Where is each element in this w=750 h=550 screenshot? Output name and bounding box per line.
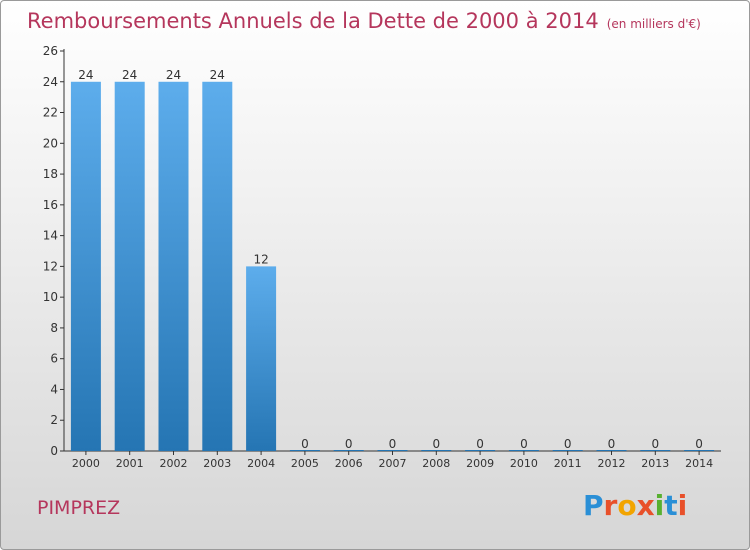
commune-name: PIMPREZ	[37, 497, 121, 519]
x-tick-label: 2004	[247, 457, 275, 470]
data-label: 24	[210, 68, 225, 82]
bar	[596, 450, 627, 451]
y-tick-label: 18	[43, 167, 58, 181]
bar	[508, 450, 539, 451]
data-labels: 24 24 24 24 12 0 0 0 0 0 0 0 0 0 0	[78, 68, 703, 451]
x-tick-label: 2005	[291, 457, 319, 470]
data-label: 0	[301, 437, 309, 451]
logo-letter: o	[617, 489, 637, 522]
y-tick-label: 24	[43, 75, 58, 89]
y-tick-label: 8	[50, 321, 58, 335]
data-label: 0	[432, 437, 440, 451]
data-label: 24	[78, 68, 93, 82]
bar	[333, 450, 364, 451]
chart-title: Remboursements Annuels de la Dette de 20…	[27, 9, 701, 33]
x-tick-label: 2000	[72, 457, 100, 470]
bar	[552, 450, 583, 451]
y-tick-label: 10	[43, 290, 58, 304]
data-label: 0	[389, 437, 397, 451]
x-tick-label: 2009	[466, 457, 494, 470]
x-tick-label: 2007	[379, 457, 407, 470]
data-label: 12	[253, 252, 268, 266]
x-tick-label: 2014	[685, 457, 713, 470]
y-tick-label: 0	[50, 444, 58, 458]
bar	[70, 81, 101, 452]
y-tick-label: 12	[43, 259, 58, 273]
logo-letter: i	[677, 489, 688, 522]
data-label: 0	[608, 437, 616, 451]
y-tick-label: 4	[50, 382, 58, 396]
logo-letter: P	[583, 489, 604, 522]
x-tick-label: 2001	[116, 457, 144, 470]
y-tick-label: 14	[43, 229, 58, 243]
bar	[640, 450, 671, 451]
data-label: 0	[345, 437, 353, 451]
x-tick-label: 2003	[203, 457, 231, 470]
bar	[684, 450, 715, 451]
x-tick-label: 2006	[335, 457, 363, 470]
bar	[421, 450, 452, 451]
logo-letter: r	[603, 489, 618, 522]
bars	[70, 81, 715, 452]
bar	[465, 450, 496, 451]
y-tick-label: 2	[50, 413, 58, 427]
bar	[114, 81, 145, 452]
logo-letter: i	[654, 489, 665, 522]
data-label: 0	[651, 437, 659, 451]
bar	[289, 450, 320, 451]
data-label: 0	[695, 437, 703, 451]
data-label: 24	[166, 68, 181, 82]
bar	[202, 81, 233, 452]
y-tick-label: 26	[43, 44, 58, 58]
y-tick-label: 20	[43, 136, 58, 150]
proxiti-logo: Proxiti	[583, 489, 687, 522]
bar	[158, 81, 189, 452]
bar	[377, 450, 408, 451]
x-tick-label: 2012	[598, 457, 626, 470]
x-tick-label: 2002	[160, 457, 188, 470]
data-label: 24	[122, 68, 137, 82]
x-tick-label: 2010	[510, 457, 538, 470]
data-label: 0	[520, 437, 528, 451]
x-tick-label: 2013	[641, 457, 669, 470]
bar	[246, 266, 277, 451]
data-label: 0	[476, 437, 484, 451]
logo-letter: t	[664, 489, 678, 522]
data-label: 0	[564, 437, 572, 451]
y-tick-label: 16	[43, 198, 58, 212]
y-tick-label: 22	[43, 106, 58, 120]
x-tick-label: 2008	[422, 457, 450, 470]
x-axis: 2000 2001 2002 2003 2004 2005 2006 2007 2008 2009…	[64, 450, 721, 470]
x-tick-label: 2011	[554, 457, 582, 470]
logo-letter: x	[636, 489, 655, 522]
chart-title-text: Remboursements Annuels de la Dette de 20…	[27, 9, 599, 33]
y-tick-label: 6	[50, 352, 58, 366]
chart-unit: (en milliers d'€)	[606, 17, 701, 31]
